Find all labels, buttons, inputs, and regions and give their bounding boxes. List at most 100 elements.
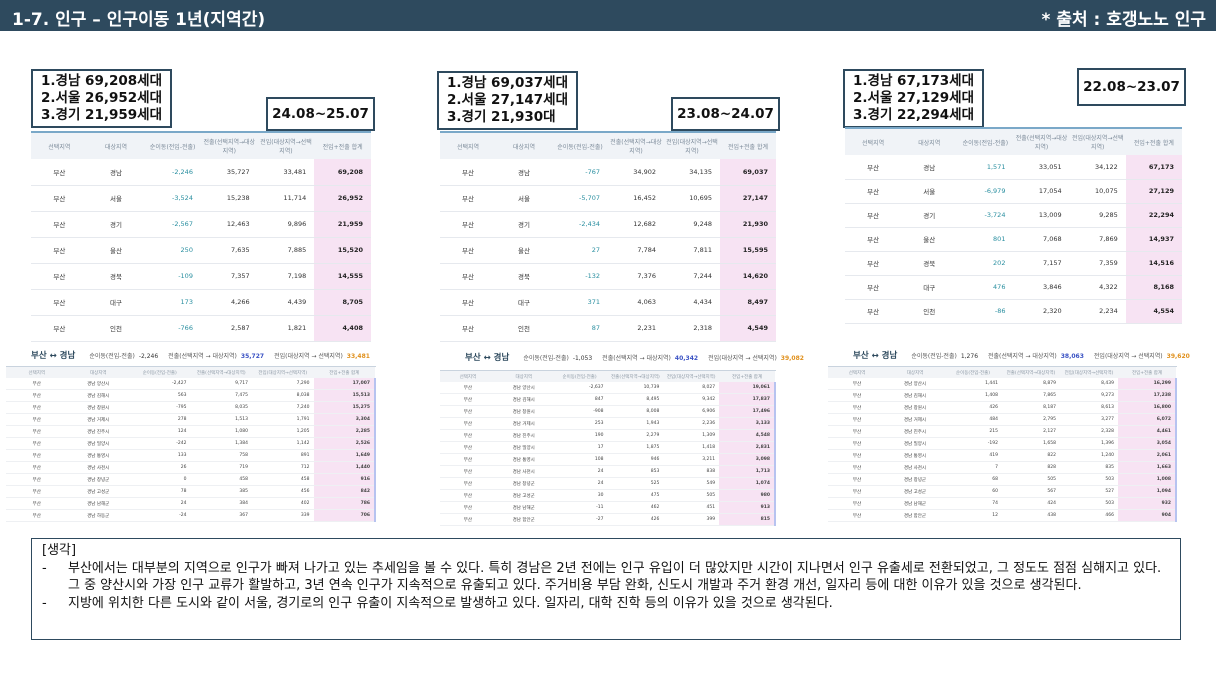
detail-cell: 1,205 <box>252 425 314 438</box>
detail-column-header: 전입(대상지역→선택지역) <box>1060 367 1118 378</box>
detail-cell: 3,211 <box>663 453 720 466</box>
detail-row: 부산 경남 진주시 215 2,127 2,328 4,461 <box>828 425 1177 438</box>
detail-cell: 경남 통영시 <box>495 453 552 466</box>
detail-row: 부산 경남 진주시 124 1,080 1,205 2,285 <box>6 425 376 438</box>
detail-cell: 경남 고성군 <box>67 485 129 498</box>
table-cell: 27,147 <box>720 185 776 212</box>
detail-cell: 462 <box>607 501 664 514</box>
table-cell: 4,266 <box>200 289 258 316</box>
table-cell: 7,198 <box>257 263 315 290</box>
thought-item: - 지방에 위치한 다른 도시와 같이 서울, 경기로의 인구 유출이 지속적으… <box>42 595 833 611</box>
detail-cell: 4,461 <box>1118 425 1177 438</box>
detail-cell: -908 <box>551 405 608 418</box>
detail-row: 부산 경남 창원시 -795 8,035 7,240 15,275 <box>6 401 376 414</box>
detail-cell: 16,299 <box>1118 378 1177 390</box>
table-cell: 9,896 <box>257 211 315 238</box>
detail-cell: 부산 <box>6 485 68 498</box>
region-migration-table: 선택지역 대상지역 순이동(전입-전출) 전출(선택지역→대상지역) 전입(대상지역→선… <box>31 131 371 343</box>
rank-item: 3.경기 21,959세대 <box>41 107 162 123</box>
table-cell: 14,555 <box>314 263 371 290</box>
rank-item: 3.경기 22,294세대 <box>853 107 974 123</box>
thought-text: 지방에 위치한 다른 도시와 같이 서울, 경기로의 인구 유출이 지속적으로 … <box>68 595 833 611</box>
summary-label: 전입(대상지역 → 선택지역) <box>708 355 777 362</box>
detail-cell: 경남 남해군 <box>67 497 129 510</box>
column-header: 전입+전출 합계 <box>720 133 776 159</box>
table-cell: 4,322 <box>1069 275 1126 300</box>
detail-cell: 853 <box>607 465 664 478</box>
table-cell: -109 <box>144 263 201 290</box>
detail-cell: 경남 김해시 <box>67 389 129 402</box>
detail-cell: 2,061 <box>1118 449 1177 462</box>
detail-row: 부산 경남 남해군 -11 462 451 913 <box>440 501 776 514</box>
table-cell: 2,320 <box>1013 299 1070 324</box>
detail-row: 부산 경남 통영시 419 822 1,240 2,061 <box>828 449 1177 462</box>
detail-cell: 1,408 <box>944 389 1002 402</box>
detail-cell: 1,713 <box>719 465 776 478</box>
detail-cell: 부산 <box>440 393 496 406</box>
table-cell: 경남 <box>87 159 145 186</box>
detail-cell: 60 <box>944 485 1002 498</box>
detail-cell: 3,304 <box>313 413 376 426</box>
table-cell: 서울 <box>901 179 958 204</box>
table-cell: 7,635 <box>200 237 258 264</box>
detail-cell: 1,080 <box>190 425 252 438</box>
table-cell: 2,234 <box>1069 299 1126 324</box>
detail-row: 부산 경남 창원시 -908 8,008 6,906 17,496 <box>440 405 776 418</box>
table-cell: 34,135 <box>664 159 720 186</box>
detail-cell: 8,439 <box>1060 378 1118 390</box>
detail-row: 부산 경남 밀양시 -242 1,384 1,142 2,526 <box>6 437 376 450</box>
detail-body: 부산 경남 양산시 1,441 8,879 8,439 16,299 부산 경남 김해시 1,4… <box>828 378 1177 522</box>
table-cell: 7,068 <box>1013 227 1070 252</box>
detail-cell: 경남 사천시 <box>495 465 552 478</box>
table-cell: 경남 <box>496 159 552 186</box>
detail-summary-line: 부산 ↔ 경남 순이동(전입-전출) -2,246 전출(선택지역 → 대상지역) 35… <box>31 349 371 363</box>
table-cell: 69,037 <box>720 159 776 186</box>
detail-cell: 458 <box>252 473 314 486</box>
table-cell: 8,497 <box>720 289 776 316</box>
summary-value: 38,063 <box>1060 353 1084 360</box>
detail-cell: 8,613 <box>1060 401 1118 414</box>
detail-cell: 384 <box>190 497 252 510</box>
detail-cell: 부산 <box>6 378 68 390</box>
detail-cell: 980 <box>719 489 776 502</box>
detail-cell: 경남 고성군 <box>495 489 552 502</box>
detail-column-header: 대상지역 <box>886 367 944 378</box>
table-row: 부산 인천 -766 2,587 1,821 4,408 <box>31 315 371 342</box>
detail-cell: 456 <box>252 485 314 498</box>
table-cell: 87 <box>552 315 608 342</box>
table-cell: 4,554 <box>1125 299 1182 324</box>
summary-value: 39,082 <box>780 355 804 362</box>
detail-cell: 24 <box>551 477 608 490</box>
detail-cell: 부산 <box>828 401 886 414</box>
table-cell: 4,439 <box>257 289 315 316</box>
rank-summary-box: 1.경남 69,208세대 2.서울 26,952세대 3.경기 21,959세대 <box>31 69 172 128</box>
detail-cell: 6,906 <box>663 405 720 418</box>
header-row: 선택지역 대상지역 순이동(전입-전출) 전출(선택지역→대상지역) 전입(대상지역→선… <box>845 129 1182 155</box>
detail-cell: 경남 남해군 <box>495 501 552 514</box>
detail-cell: 451 <box>663 501 720 514</box>
column-header: 전입(대상지역→선택지역) <box>1069 129 1126 155</box>
table-cell: 7,885 <box>257 237 315 264</box>
rank-item: 2.서울 27,147세대 <box>447 92 568 108</box>
table-cell: -3,724 <box>957 203 1014 228</box>
detail-column-header: 전입+전출 합계 <box>313 367 375 378</box>
detail-row: 부산 경남 고성군 78 385 456 842 <box>6 485 376 498</box>
table-cell: 8,168 <box>1125 275 1182 300</box>
detail-cell: 828 <box>1002 461 1060 474</box>
table-header: 선택지역 대상지역 순이동(전입-전출) 전출(선택지역→대상지역) 전입(대상지역→선… <box>440 133 776 159</box>
table-cell: 부산 <box>31 185 88 212</box>
detail-cell: 부산 <box>828 413 886 426</box>
detail-cell: 10,739 <box>607 382 664 394</box>
detail-row: 부산 경남 남해군 24 384 402 786 <box>6 497 376 510</box>
table-cell: 부산 <box>440 185 496 212</box>
detail-cell: 경남 거제시 <box>67 413 129 426</box>
summary-value: -1,053 <box>572 355 593 362</box>
table-row: 부산 울산 250 7,635 7,885 15,520 <box>31 237 371 264</box>
detail-cell: 503 <box>1060 473 1118 486</box>
table-cell: 12,463 <box>200 211 258 238</box>
table-cell: 1,571 <box>957 155 1014 180</box>
detail-cell: 904 <box>1118 509 1177 522</box>
column-header: 순이동(전입-전출) <box>552 133 608 159</box>
detail-row: 부산 경남 남해군 74 424 503 932 <box>828 497 1177 510</box>
detail-cell: 부산 <box>6 449 68 462</box>
